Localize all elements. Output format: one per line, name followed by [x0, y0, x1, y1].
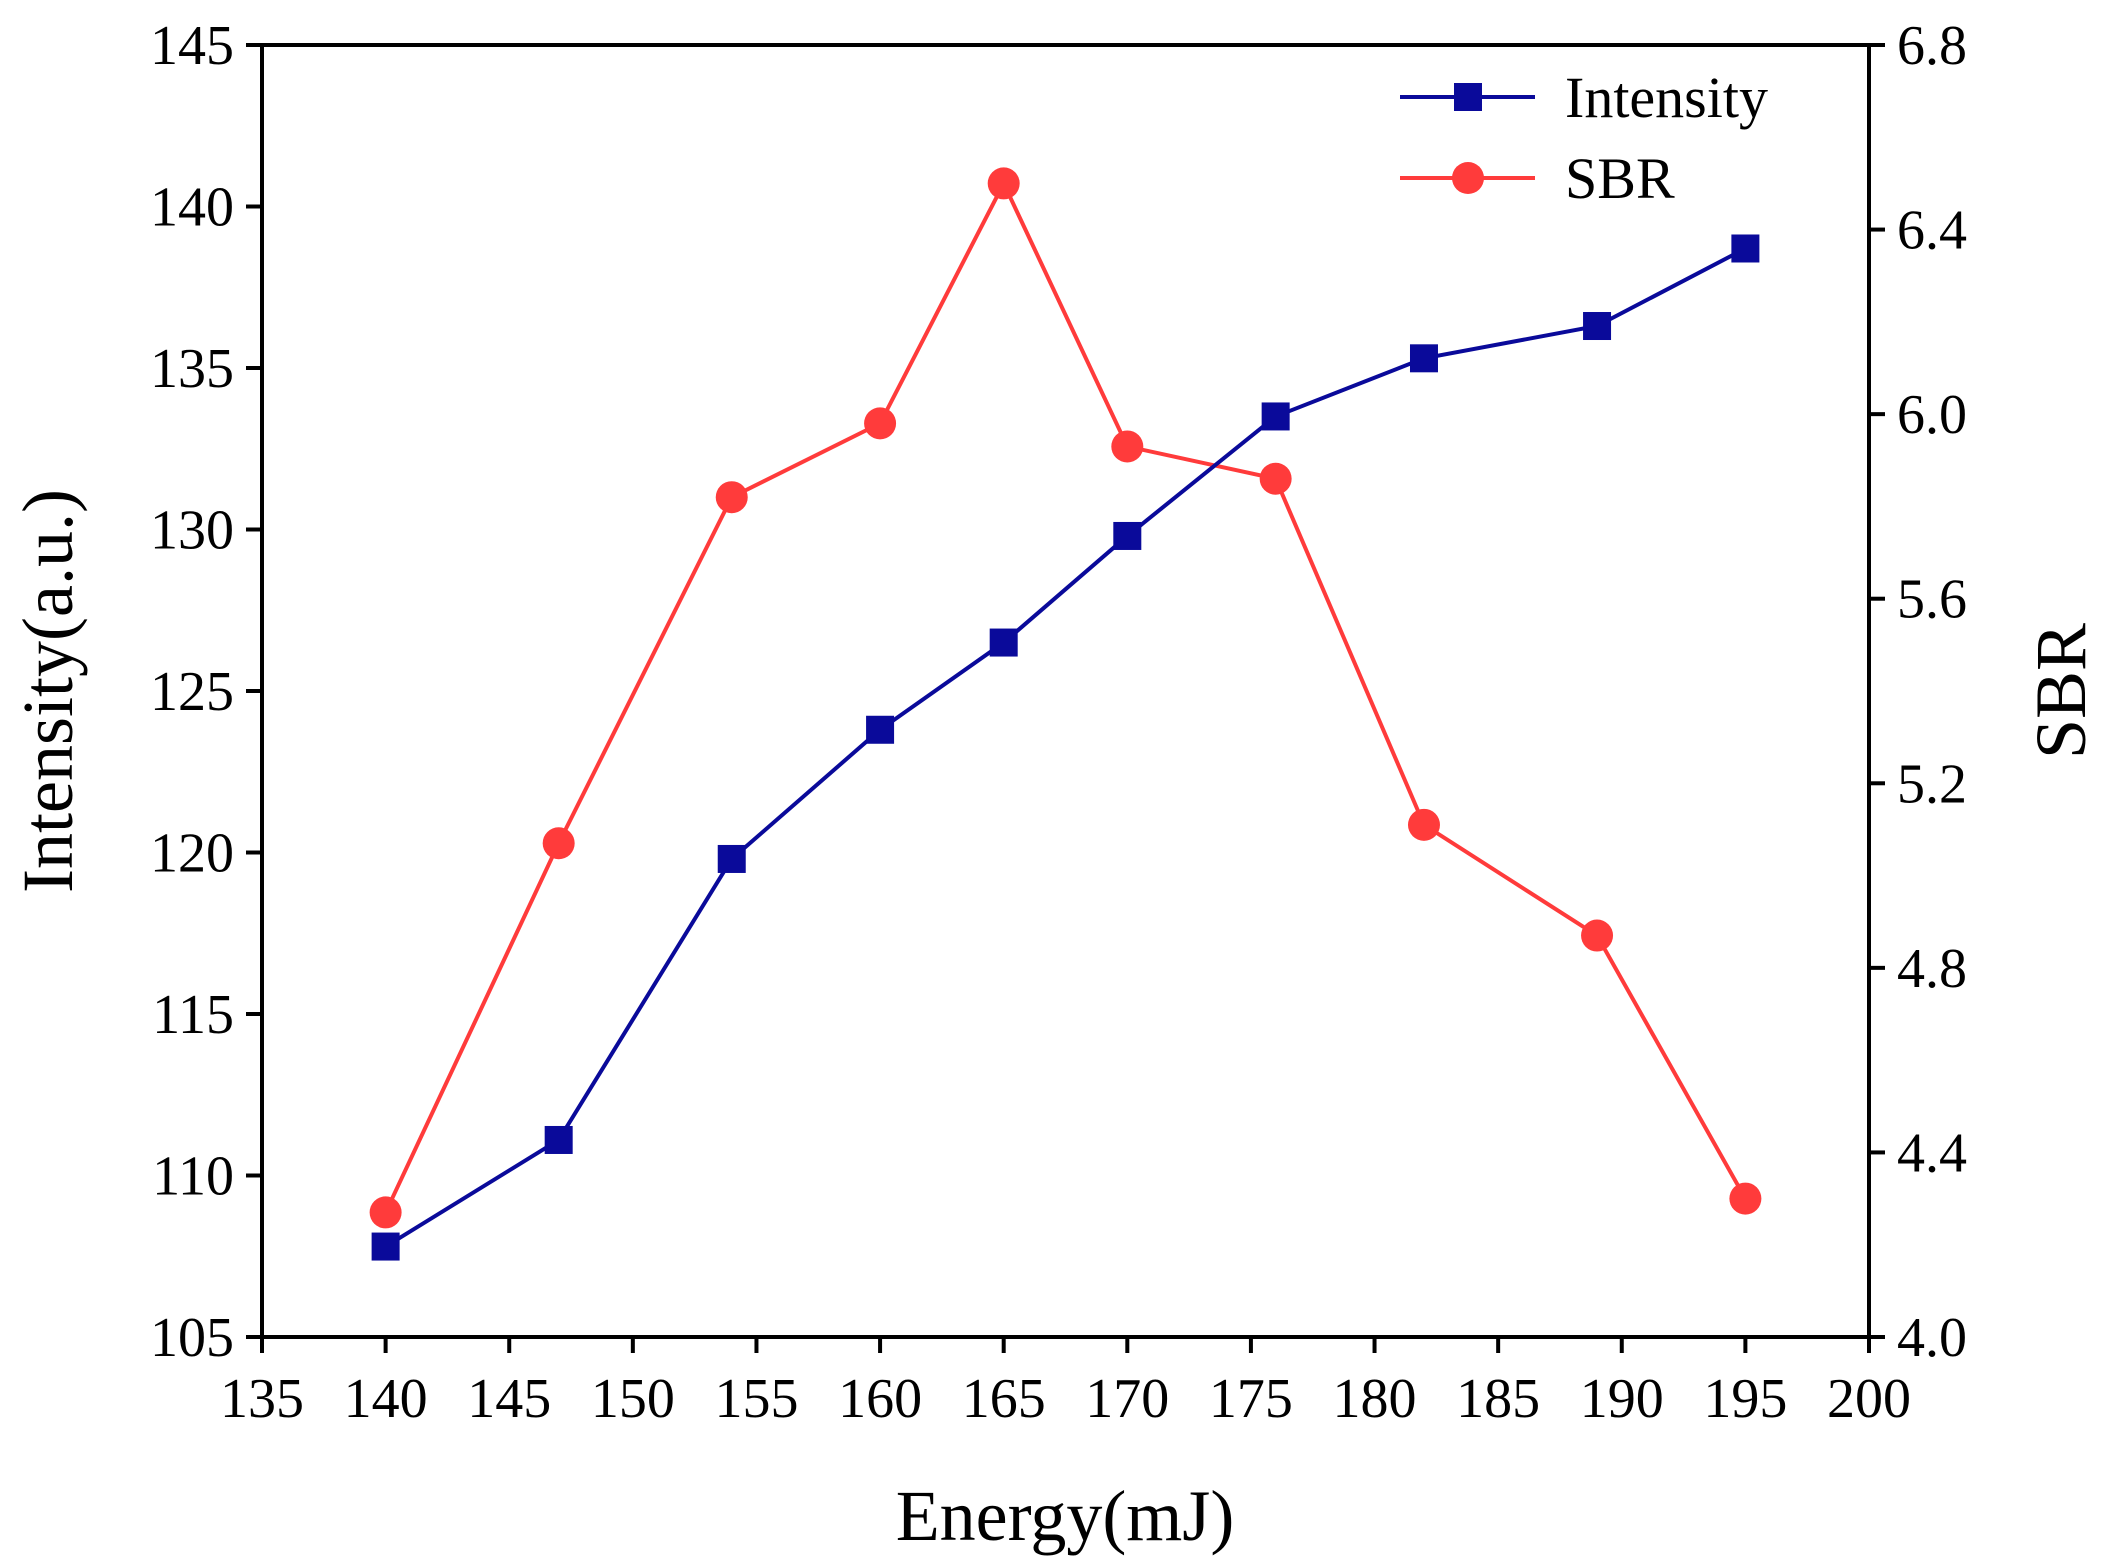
x-tick-label: 195: [1703, 1368, 1787, 1430]
data-point-sbr: [1407, 808, 1440, 841]
x-tick-label: 170: [1085, 1368, 1169, 1430]
x-tick-label: 190: [1580, 1368, 1664, 1430]
data-point-intensity: [1261, 402, 1290, 431]
series-line-sbr: [383, 178, 1748, 1214]
x-tick-label: 150: [591, 1368, 675, 1430]
data-point-intensity: [1583, 312, 1612, 341]
x-tick-label: 200: [1827, 1368, 1911, 1430]
plot-frame: [260, 43, 1871, 1339]
y-tick-label: 145: [150, 15, 234, 77]
data-point-sbr: [369, 1196, 402, 1229]
data-point-sbr: [1259, 462, 1292, 495]
y-tick-label: 135: [150, 338, 234, 400]
data-point-sbr: [864, 407, 897, 440]
x-tick-label: 145: [467, 1368, 551, 1430]
y-tick-label: 115: [152, 984, 234, 1046]
legend-item-intensity: Intensity: [1400, 65, 1768, 130]
y-tick-label: 130: [150, 500, 234, 562]
series-layer: [369, 167, 1762, 1261]
x-tick-label: 155: [714, 1368, 798, 1430]
y2-tick-label: 4.8: [1897, 938, 1967, 1000]
series-line-intensity: [384, 246, 1747, 1249]
data-point-sbr: [1111, 430, 1144, 463]
data-point-sbr: [715, 481, 748, 514]
x-axis-title: Energy(mJ): [896, 1476, 1235, 1556]
x-tick-label: 140: [344, 1368, 428, 1430]
x-tick-label: 165: [962, 1368, 1046, 1430]
data-point-sbr: [987, 167, 1020, 200]
data-point-sbr: [542, 827, 575, 860]
x-tick-label: 185: [1456, 1368, 1540, 1430]
x-tick-label: 135: [220, 1368, 304, 1430]
data-point-intensity: [544, 1125, 573, 1154]
data-point-intensity: [989, 628, 1018, 657]
y2-tick-label: 6.0: [1897, 384, 1967, 446]
data-point-intensity: [371, 1232, 400, 1261]
y-tick-label: 120: [150, 823, 234, 885]
y2-tick-label: 5.6: [1897, 569, 1967, 631]
y-tick-label: 110: [152, 1146, 234, 1208]
x-tick-label: 160: [838, 1368, 922, 1430]
data-point-intensity: [717, 844, 746, 873]
legend-item-sbr: SBR: [1400, 146, 1675, 211]
y-ticks-right: 4.0 4.4 4.8 5.2 5.6 6.0 6.4 6.8: [1869, 15, 1967, 1369]
y-tick-label: 125: [150, 661, 234, 723]
y-tick-label: 140: [150, 177, 234, 239]
x-ticks: 135 140 145 150 155 160 165 170 175 180 185 190 195 2…: [220, 1337, 1911, 1430]
data-point-sbr: [1729, 1182, 1762, 1215]
y2-axis-title: SBR: [2021, 623, 2101, 759]
y-ticks-left: 105 110 115 120 125 130 135 140 145: [150, 15, 262, 1369]
y-axis-title: Intensity(a.u.): [8, 489, 88, 893]
y2-tick-label: 4.4: [1897, 1122, 1967, 1184]
y-tick-label: 105: [150, 1307, 234, 1369]
y2-tick-label: 6.4: [1897, 200, 1967, 262]
legend-label-intensity: Intensity: [1565, 65, 1768, 130]
data-point-intensity: [1409, 344, 1438, 373]
legend-marker-intensity: [1454, 83, 1482, 111]
data-point-sbr: [1581, 919, 1614, 952]
y2-tick-label: 6.8: [1897, 15, 1967, 77]
x-tick-label: 175: [1209, 1368, 1293, 1430]
legend-marker-sbr: [1452, 162, 1484, 194]
data-point-intensity: [1731, 234, 1760, 263]
legend: Intensity SBR: [1400, 65, 1768, 211]
x-tick-label: 180: [1333, 1368, 1417, 1430]
data-point-intensity: [866, 715, 895, 744]
y2-tick-label: 4.0: [1897, 1307, 1967, 1369]
legend-label-sbr: SBR: [1565, 146, 1675, 211]
y2-tick-label: 5.2: [1897, 753, 1967, 815]
data-point-intensity: [1113, 521, 1142, 550]
